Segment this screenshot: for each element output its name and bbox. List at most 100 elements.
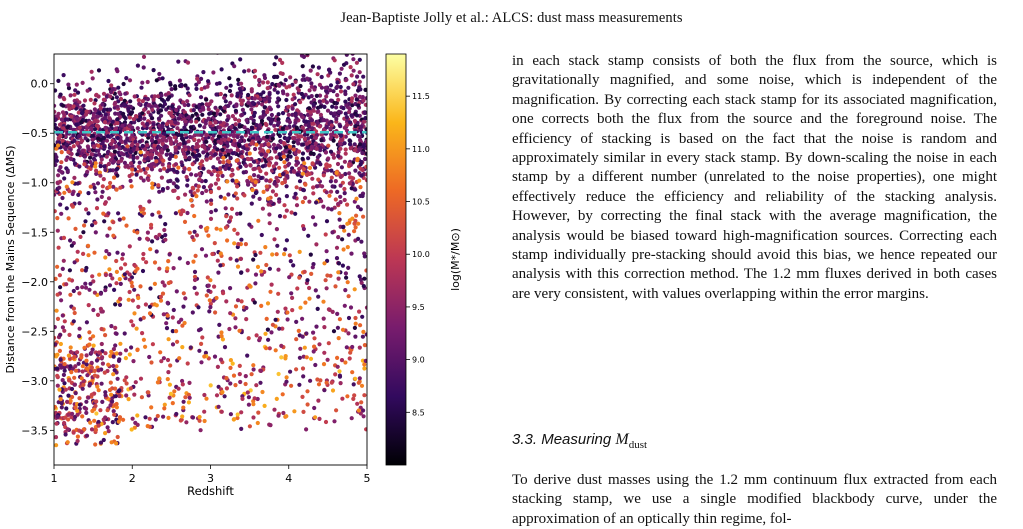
data-point	[316, 109, 321, 114]
data-point	[283, 77, 288, 83]
data-point	[77, 164, 82, 169]
data-point	[103, 393, 108, 398]
data-point	[280, 111, 286, 116]
data-point	[185, 60, 191, 65]
data-point	[54, 325, 57, 330]
data-point	[96, 148, 101, 153]
data-point	[218, 166, 223, 171]
data-point	[317, 99, 322, 104]
data-point	[275, 243, 280, 248]
data-point	[111, 409, 116, 414]
data-point	[338, 381, 343, 386]
data-point	[228, 132, 233, 137]
data-point	[152, 281, 157, 286]
data-point	[206, 169, 211, 174]
data-point	[57, 387, 62, 392]
data-point	[118, 351, 123, 356]
data-point	[168, 391, 173, 396]
data-point	[194, 153, 199, 159]
data-point	[166, 127, 171, 132]
data-point	[311, 262, 316, 267]
data-point	[135, 413, 140, 418]
data-point	[160, 280, 165, 285]
data-point	[76, 361, 81, 366]
data-point	[351, 68, 356, 73]
data-point	[277, 326, 282, 331]
data-point	[298, 83, 303, 89]
data-point	[304, 427, 309, 432]
colorbar	[385, 53, 407, 466]
data-point	[55, 316, 61, 321]
data-point	[89, 392, 94, 397]
data-point	[83, 219, 88, 224]
data-point	[335, 80, 340, 85]
data-point	[167, 156, 172, 161]
data-point	[139, 85, 144, 90]
data-point	[259, 118, 265, 123]
data-point	[227, 219, 232, 224]
data-point	[192, 229, 197, 234]
data-point	[80, 285, 85, 290]
data-point	[350, 103, 355, 108]
data-point	[58, 332, 63, 337]
data-point	[71, 104, 76, 109]
data-point	[285, 310, 290, 315]
data-point	[54, 192, 57, 197]
data-point	[335, 311, 340, 316]
data-point	[72, 310, 77, 316]
data-point	[364, 146, 367, 151]
data-point	[166, 167, 172, 172]
data-point	[227, 88, 233, 94]
data-point	[215, 147, 220, 152]
data-point	[222, 196, 227, 201]
data-point	[96, 368, 101, 373]
data-point	[287, 150, 292, 155]
data-point	[116, 111, 121, 116]
data-point	[164, 152, 169, 157]
data-point	[231, 373, 237, 378]
data-point	[203, 253, 209, 258]
data-point	[182, 166, 187, 172]
data-point	[68, 349, 73, 355]
data-point	[174, 169, 179, 175]
data-point	[275, 309, 280, 314]
data-point	[259, 232, 264, 238]
data-point	[125, 144, 130, 149]
data-point	[219, 67, 224, 72]
data-point	[150, 239, 155, 244]
data-point	[315, 155, 320, 160]
data-point	[179, 83, 184, 88]
data-point	[160, 76, 165, 81]
data-point	[227, 326, 232, 332]
data-point	[291, 263, 296, 268]
data-point	[263, 142, 268, 147]
data-point	[261, 90, 266, 95]
data-point	[99, 341, 104, 347]
data-point	[93, 190, 98, 195]
data-point	[196, 138, 201, 143]
data-point	[122, 114, 127, 119]
data-point	[204, 157, 209, 162]
data-point	[314, 200, 319, 205]
data-point	[86, 191, 91, 196]
data-point	[118, 281, 123, 286]
data-point	[93, 164, 98, 169]
data-point	[319, 74, 324, 80]
data-point	[329, 168, 334, 173]
data-point	[179, 317, 184, 322]
data-point	[166, 337, 171, 342]
data-point	[202, 409, 207, 414]
data-point	[121, 216, 126, 221]
data-point	[83, 268, 88, 273]
data-point	[238, 211, 243, 216]
data-point	[103, 415, 108, 420]
data-point	[196, 80, 201, 85]
data-point	[182, 102, 187, 108]
data-point	[123, 139, 128, 144]
data-point	[74, 116, 79, 121]
data-point	[61, 258, 66, 263]
data-point	[195, 157, 200, 162]
data-point	[207, 111, 212, 116]
data-point	[193, 253, 198, 258]
data-point	[70, 394, 75, 400]
